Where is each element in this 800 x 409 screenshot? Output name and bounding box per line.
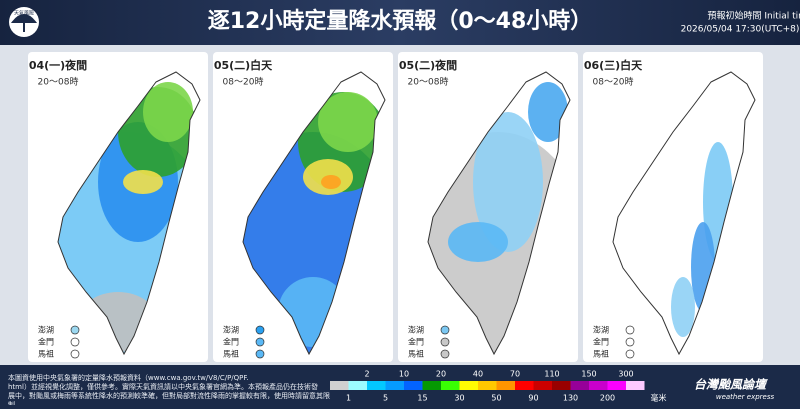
island-rain	[70, 325, 80, 335]
legend-label: 5	[383, 394, 388, 403]
rain-area	[671, 277, 695, 337]
rain-area	[473, 112, 543, 252]
init-label: 預報初始時間 Initial time	[708, 10, 800, 22]
legend-label: 300	[618, 370, 633, 379]
island-rain	[440, 337, 450, 347]
island-name: 澎湖	[38, 325, 54, 335]
island-rain	[255, 325, 265, 335]
island-rain	[625, 349, 635, 359]
legend-swatch	[404, 381, 423, 390]
title: 逐12小時定量降水預報（0～48小時）	[208, 8, 593, 34]
panel-title: 05(二)白天	[214, 58, 273, 72]
legend-swatch	[570, 381, 589, 390]
legend-label: 150	[581, 370, 596, 379]
island-name: 馬祖	[408, 349, 424, 359]
rain-area	[143, 82, 193, 142]
legend-label: 110	[544, 370, 559, 379]
header-band	[0, 0, 800, 45]
panel-hours: 08～20時	[593, 77, 634, 88]
legend-label: 10	[399, 370, 409, 379]
island-rain	[255, 337, 265, 347]
island-rain	[70, 337, 80, 347]
legend-label: 20	[436, 370, 446, 379]
legend-label: 70	[510, 370, 520, 379]
island-rain	[440, 349, 450, 359]
island-rain	[70, 349, 80, 359]
legend-swatch	[330, 381, 349, 390]
island-rain	[625, 337, 635, 347]
legend-swatch	[459, 381, 478, 390]
legend-swatch	[478, 381, 497, 390]
rain-area	[321, 175, 341, 189]
island-name: 金門	[593, 337, 609, 347]
island-rain	[625, 325, 635, 335]
brand: 台灣颱風論壇	[694, 378, 768, 392]
legend-swatch	[626, 381, 645, 390]
brand-sub: weather express	[716, 393, 775, 401]
island-rain	[440, 325, 450, 335]
legend-label: 1	[346, 394, 351, 403]
rain-area	[448, 222, 508, 262]
island-rain	[255, 349, 265, 359]
island-name: 馬祖	[38, 349, 54, 359]
panel-title: 04(一)夜間	[29, 58, 87, 72]
island-name: 澎湖	[593, 325, 609, 335]
footer-note: 本圖資使用中央氣象署的定量降水預報資料（www.cwa.gov.tw/V8/C/…	[8, 373, 330, 405]
island-name: 金門	[38, 337, 54, 347]
legend-label: 40	[473, 370, 483, 379]
legend-swatch	[607, 381, 626, 390]
legend-label: 2	[364, 370, 369, 379]
legend-swatch	[589, 381, 608, 390]
legend-swatch	[496, 381, 515, 390]
panel-hours: 20～08時	[38, 77, 79, 88]
legend-label: 15	[417, 394, 427, 403]
legend-label: 90	[528, 394, 538, 403]
logo-text: 天氣風險	[14, 10, 34, 17]
legend-swatch	[385, 381, 404, 390]
island-name: 金門	[408, 337, 424, 347]
island-name: 澎湖	[223, 325, 239, 335]
logo-icon	[10, 14, 38, 32]
legend-label: 50	[491, 394, 501, 403]
panel-title: 05(二)夜間	[399, 58, 457, 72]
legend-unit: 毫米	[651, 393, 667, 403]
legend-label: 200	[600, 394, 615, 403]
island-name: 馬祖	[593, 349, 609, 359]
rain-area	[318, 92, 378, 152]
rain-area	[528, 82, 568, 142]
panel-hours: 20～08時	[408, 77, 449, 88]
legend-swatch	[515, 381, 534, 390]
init-time: 2026/05/04 17:30(UTC+8)	[681, 25, 800, 35]
panel-hours: 08～20時	[223, 77, 264, 88]
legend-swatch	[441, 381, 460, 390]
legend-swatch	[533, 381, 552, 390]
legend-swatch	[367, 381, 386, 390]
island-name: 馬祖	[223, 349, 239, 359]
island-name: 金門	[223, 337, 239, 347]
panel-title: 06(三)白天	[584, 58, 643, 72]
legend-swatch	[348, 381, 367, 390]
legend-label: 130	[563, 394, 578, 403]
legend-label: 30	[454, 394, 464, 403]
island-name: 澎湖	[408, 325, 424, 335]
legend-swatch	[422, 381, 441, 390]
rain-area	[123, 170, 163, 194]
legend-swatch	[552, 381, 571, 390]
